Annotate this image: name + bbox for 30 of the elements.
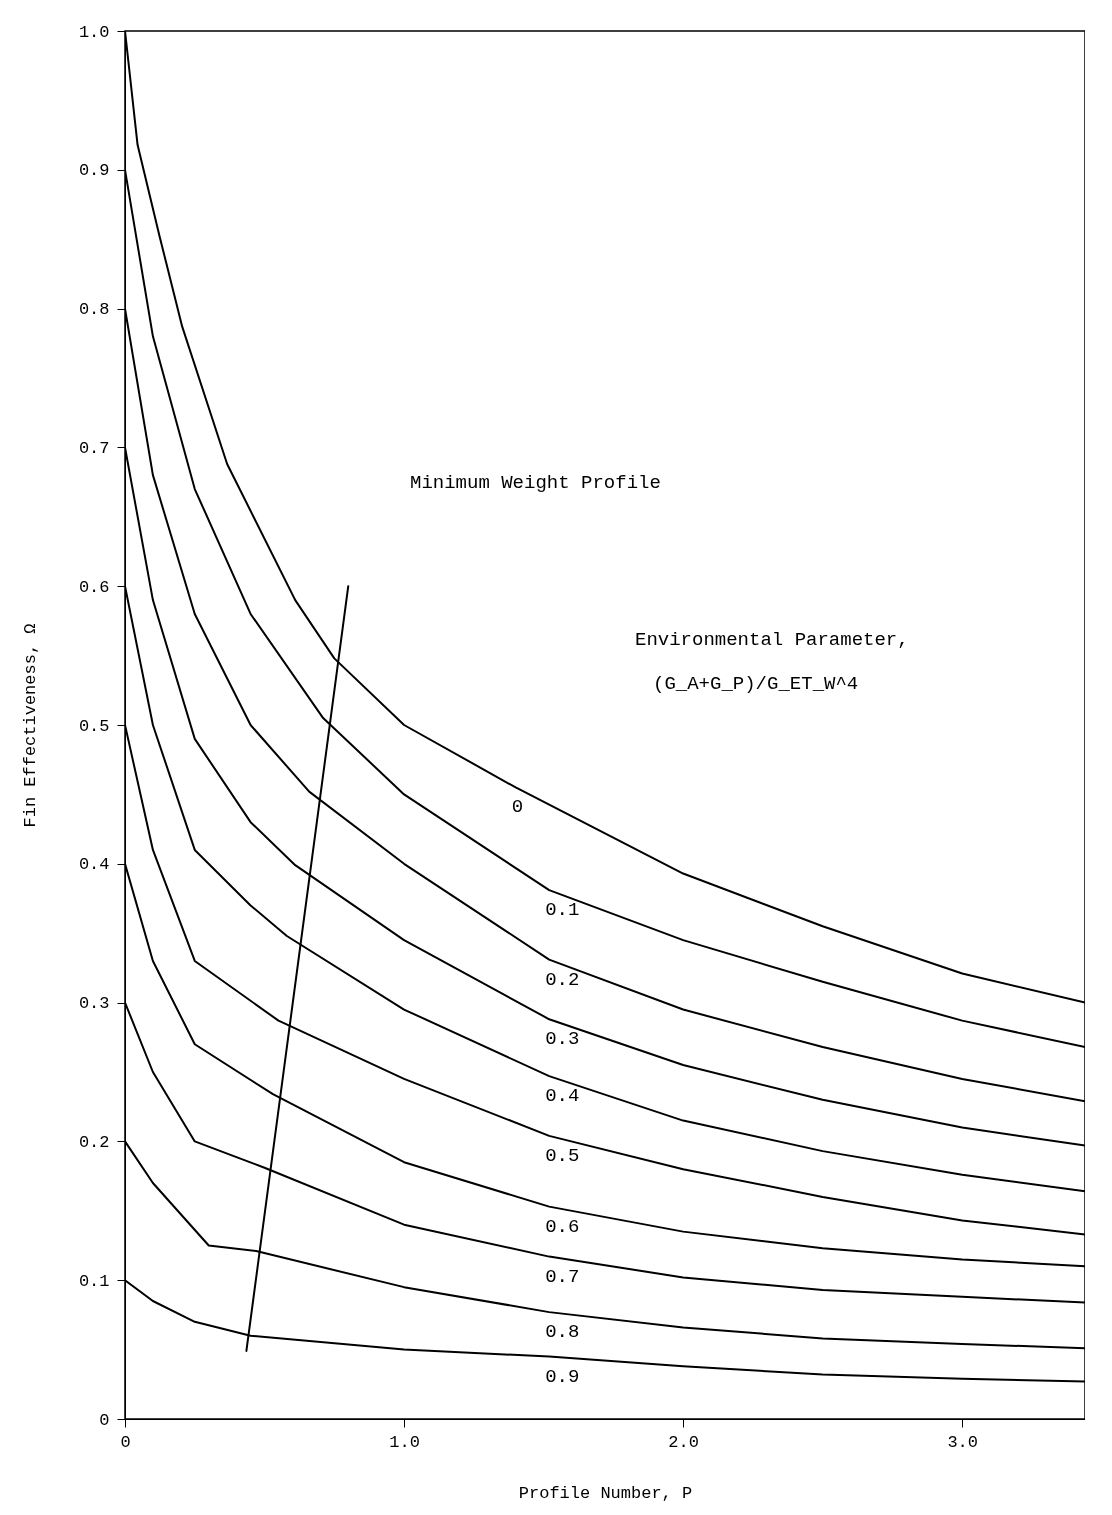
y-tick-label: 0.9 xyxy=(78,161,110,181)
annotation: Environmental Parameter, xyxy=(635,629,909,651)
y-axis-title: Fin Effectiveness, Ω xyxy=(20,623,40,828)
y-tick-label: 0.3 xyxy=(78,994,110,1014)
y-tick-label: 0.7 xyxy=(78,438,110,458)
y-tick-label: 0.4 xyxy=(78,855,110,875)
x-tick-label: 1.0 xyxy=(389,1432,420,1452)
x-tick-label: 0 xyxy=(120,1432,131,1452)
series-label: 0.7 xyxy=(545,1265,580,1288)
series-label: 0.8 xyxy=(545,1321,580,1344)
y-tick-label: 0.1 xyxy=(78,1271,110,1291)
series-label: 0.2 xyxy=(545,968,580,991)
y-tick-label: 0.5 xyxy=(78,716,110,736)
x-tick-label: 2.0 xyxy=(668,1432,699,1452)
y-tick-label: 0.8 xyxy=(78,300,110,320)
series-label: 0.5 xyxy=(545,1144,580,1167)
annotation: Minimum Weight Profile xyxy=(410,472,661,494)
series-label: 0.3 xyxy=(545,1028,580,1051)
series-label: 0.6 xyxy=(545,1215,580,1238)
series-label: 0.9 xyxy=(545,1365,580,1388)
x-axis-title: Profile Number, P xyxy=(518,1483,693,1503)
annotation: (G_A+G_P)/G_ET_W^4 xyxy=(653,673,859,695)
x-tick-label: 3.0 xyxy=(947,1432,979,1452)
series-label: 0 xyxy=(511,796,524,819)
y-tick-label: 0.2 xyxy=(78,1132,110,1152)
y-tick-label: 0.6 xyxy=(78,577,110,597)
y-tick-label: 1.0 xyxy=(78,22,110,42)
series-label: 0.1 xyxy=(545,899,580,922)
y-tick-label: 0 xyxy=(99,1410,110,1430)
series-label: 0.4 xyxy=(545,1085,580,1108)
